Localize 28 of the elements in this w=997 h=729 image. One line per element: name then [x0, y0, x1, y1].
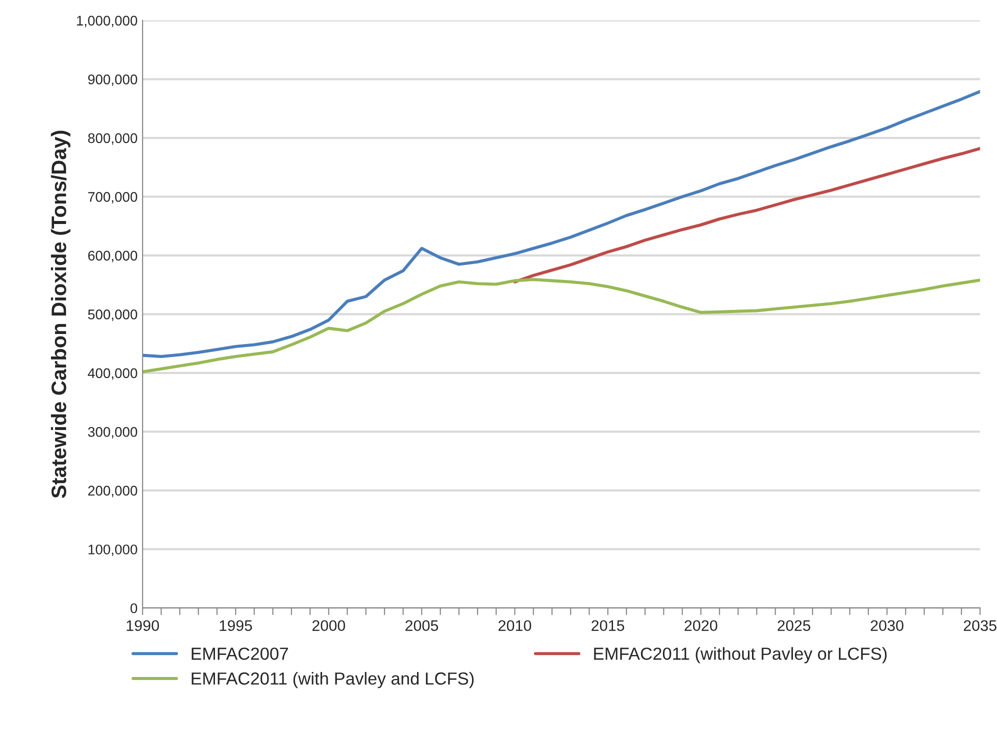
y-axis-title: Statewide Carbon Dioxide (Tons/Day): [50, 130, 70, 498]
y-tick-label: 900,000: [88, 74, 138, 86]
x-tick-label: 2015: [592, 620, 624, 632]
x-tick-label: 2030: [870, 620, 904, 632]
legend-label: EMFAC2011 (with Pavley and LCFS): [192, 672, 474, 688]
x-tick-label: 2035: [964, 620, 996, 632]
y-tick-label: 300,000: [88, 427, 138, 439]
legend-label: EMFAC2011 (without Pavley or LCFS): [594, 647, 887, 664]
y-tick-label: 0: [130, 603, 138, 614]
line-series: [142, 90, 980, 358]
y-tick-label: 600,000: [88, 250, 138, 262]
x-tick-label: 1990: [126, 620, 159, 632]
x-tick-label: 2000: [312, 620, 346, 632]
y-tick-label: 1,000,000: [76, 16, 138, 28]
y-tick-label: 500,000: [88, 310, 138, 322]
y-tick-label: 400,000: [88, 368, 138, 380]
x-tick-label: 1995: [220, 620, 252, 632]
line-series: [142, 278, 980, 374]
line-series: [513, 146, 980, 284]
y-tick-label: 100,000: [88, 544, 138, 556]
x-tick-label: 2020: [684, 620, 718, 632]
y-tick-label: 800,000: [88, 133, 138, 145]
x-tick-label: 2005: [406, 620, 438, 632]
x-tick-label: 2025: [778, 620, 810, 632]
y-tick-label: 200,000: [88, 486, 138, 498]
y-tick-label: 700,000: [88, 192, 138, 204]
legend-label: EMFAC2007: [192, 648, 288, 660]
x-tick-label: 2010: [498, 620, 532, 632]
